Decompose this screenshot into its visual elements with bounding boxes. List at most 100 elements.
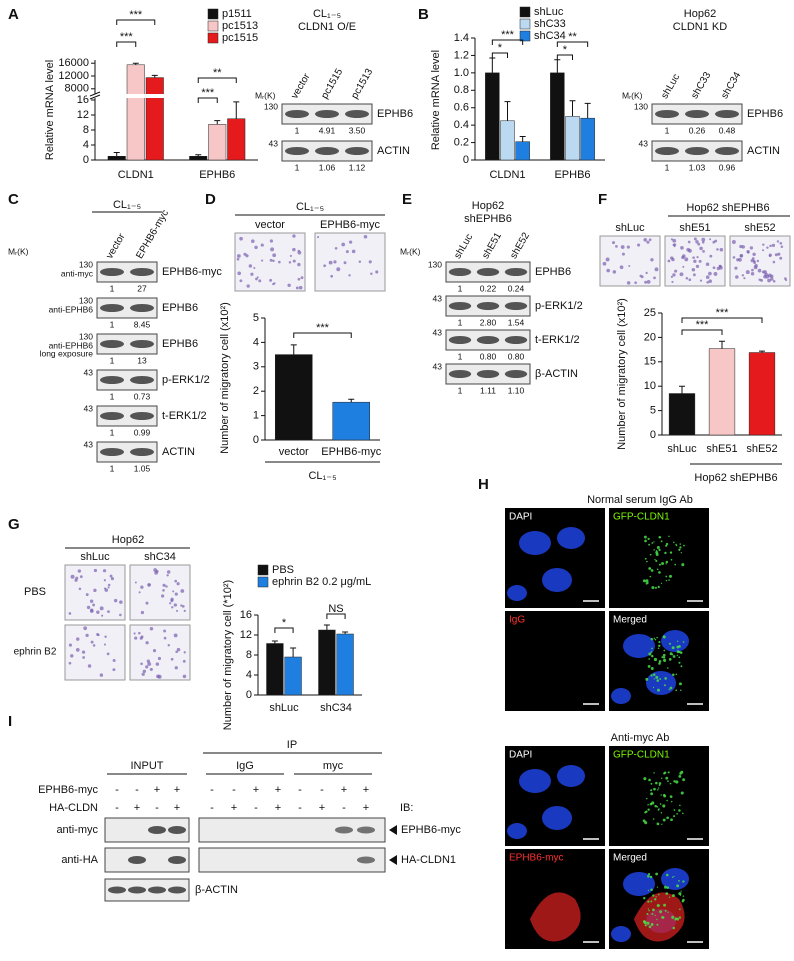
blot-title: CL₁₋₅: [113, 199, 141, 211]
cell: [165, 585, 168, 588]
cell: [695, 240, 699, 244]
green-signal: [669, 782, 672, 785]
y-tick-label: 25: [644, 307, 656, 319]
blot-strip: [96, 261, 158, 283]
bar: [189, 156, 208, 161]
cell: [692, 256, 695, 259]
image-column-label: EPHB6-myc: [320, 219, 380, 231]
green-signal: [660, 540, 663, 543]
input-header: INPUT: [131, 760, 164, 772]
cell: [774, 253, 778, 257]
error-bar: [504, 101, 511, 121]
y-axis-label: Number of migratory cell (*10²): [222, 580, 234, 730]
error-bar: [151, 74, 158, 78]
cell: [768, 253, 772, 257]
cell: [368, 260, 372, 264]
cell: [140, 585, 144, 589]
cell: [112, 658, 116, 663]
cell: [96, 610, 100, 614]
green-signal: [665, 560, 669, 564]
green-signal: [663, 771, 667, 774]
green-signal: [656, 923, 659, 926]
mw-marker: 43: [84, 403, 94, 413]
cell: [363, 234, 368, 239]
green-signal: [668, 896, 671, 899]
green-signal: [671, 894, 675, 898]
band: [476, 302, 500, 310]
quantification: 1.10: [508, 385, 525, 395]
bar: [550, 72, 565, 161]
green-signal: [678, 661, 681, 664]
green-signal: [647, 908, 650, 910]
y-tick-label: 0: [463, 154, 469, 166]
green-signal: [665, 776, 669, 780]
bar: [318, 629, 336, 696]
cell: [180, 604, 183, 607]
cell: [174, 579, 178, 583]
quantification: 1: [110, 319, 115, 329]
cell: [236, 257, 240, 261]
band: [504, 336, 528, 344]
green-signal: [654, 586, 657, 589]
green-signal: [651, 542, 654, 544]
blot-strip: [198, 847, 386, 873]
image-row-label: ephrin B2: [14, 647, 57, 658]
significance-bracket: [556, 41, 589, 47]
green-signal: [647, 900, 650, 903]
green-signal: [647, 872, 651, 876]
antibody-label: anti-HA: [61, 854, 98, 866]
cell: [712, 266, 716, 270]
image-frame: [64, 624, 126, 681]
cell: [750, 271, 755, 276]
ip-header: IP: [287, 739, 297, 751]
cell: [175, 609, 179, 612]
cell: [612, 241, 616, 245]
cell: [785, 279, 788, 282]
cell: [606, 268, 611, 273]
y-tick-label: 20: [644, 331, 656, 343]
cell: [681, 255, 685, 260]
cell: [119, 613, 122, 617]
green-signal: [663, 885, 667, 889]
cell: [86, 605, 91, 610]
quantification: 27: [137, 283, 147, 293]
image-column-label: shLuc: [615, 222, 645, 234]
cell: [174, 666, 178, 670]
cell: [772, 260, 776, 264]
cell: [751, 268, 754, 272]
cell: [153, 568, 158, 572]
lane-label: shE52: [508, 230, 532, 260]
green-signal: [648, 778, 651, 782]
band: [345, 110, 369, 118]
green-signal: [653, 541, 655, 543]
condition-sign: -: [254, 802, 258, 814]
cell: [87, 664, 92, 668]
green-signal: [650, 900, 653, 903]
green-signal: [646, 797, 648, 800]
condition-sign: -: [115, 802, 119, 814]
cell: [739, 253, 744, 258]
nucleus: [661, 868, 689, 890]
y-tick-label: 16: [240, 609, 252, 621]
band-label: EPHB6-myc: [401, 824, 461, 836]
cell: [270, 247, 275, 252]
micrograph: [609, 746, 709, 846]
band: [130, 304, 154, 312]
quantification: 1: [665, 125, 670, 135]
green-signal: [673, 809, 676, 811]
green-signal: [681, 563, 685, 567]
cell: [699, 246, 703, 251]
green-signal: [677, 645, 680, 648]
mw-marker: 43: [433, 293, 443, 303]
cell: [654, 267, 659, 272]
cell: [705, 275, 710, 279]
green-signal: [669, 795, 673, 798]
green-signal: [643, 535, 647, 539]
green-signal: [657, 787, 660, 789]
green-signal: [649, 575, 652, 578]
band: [130, 340, 154, 348]
legend-label: shC33: [534, 18, 566, 30]
cell: [154, 570, 158, 575]
break-mark: [89, 91, 101, 100]
nucleus: [507, 585, 527, 601]
